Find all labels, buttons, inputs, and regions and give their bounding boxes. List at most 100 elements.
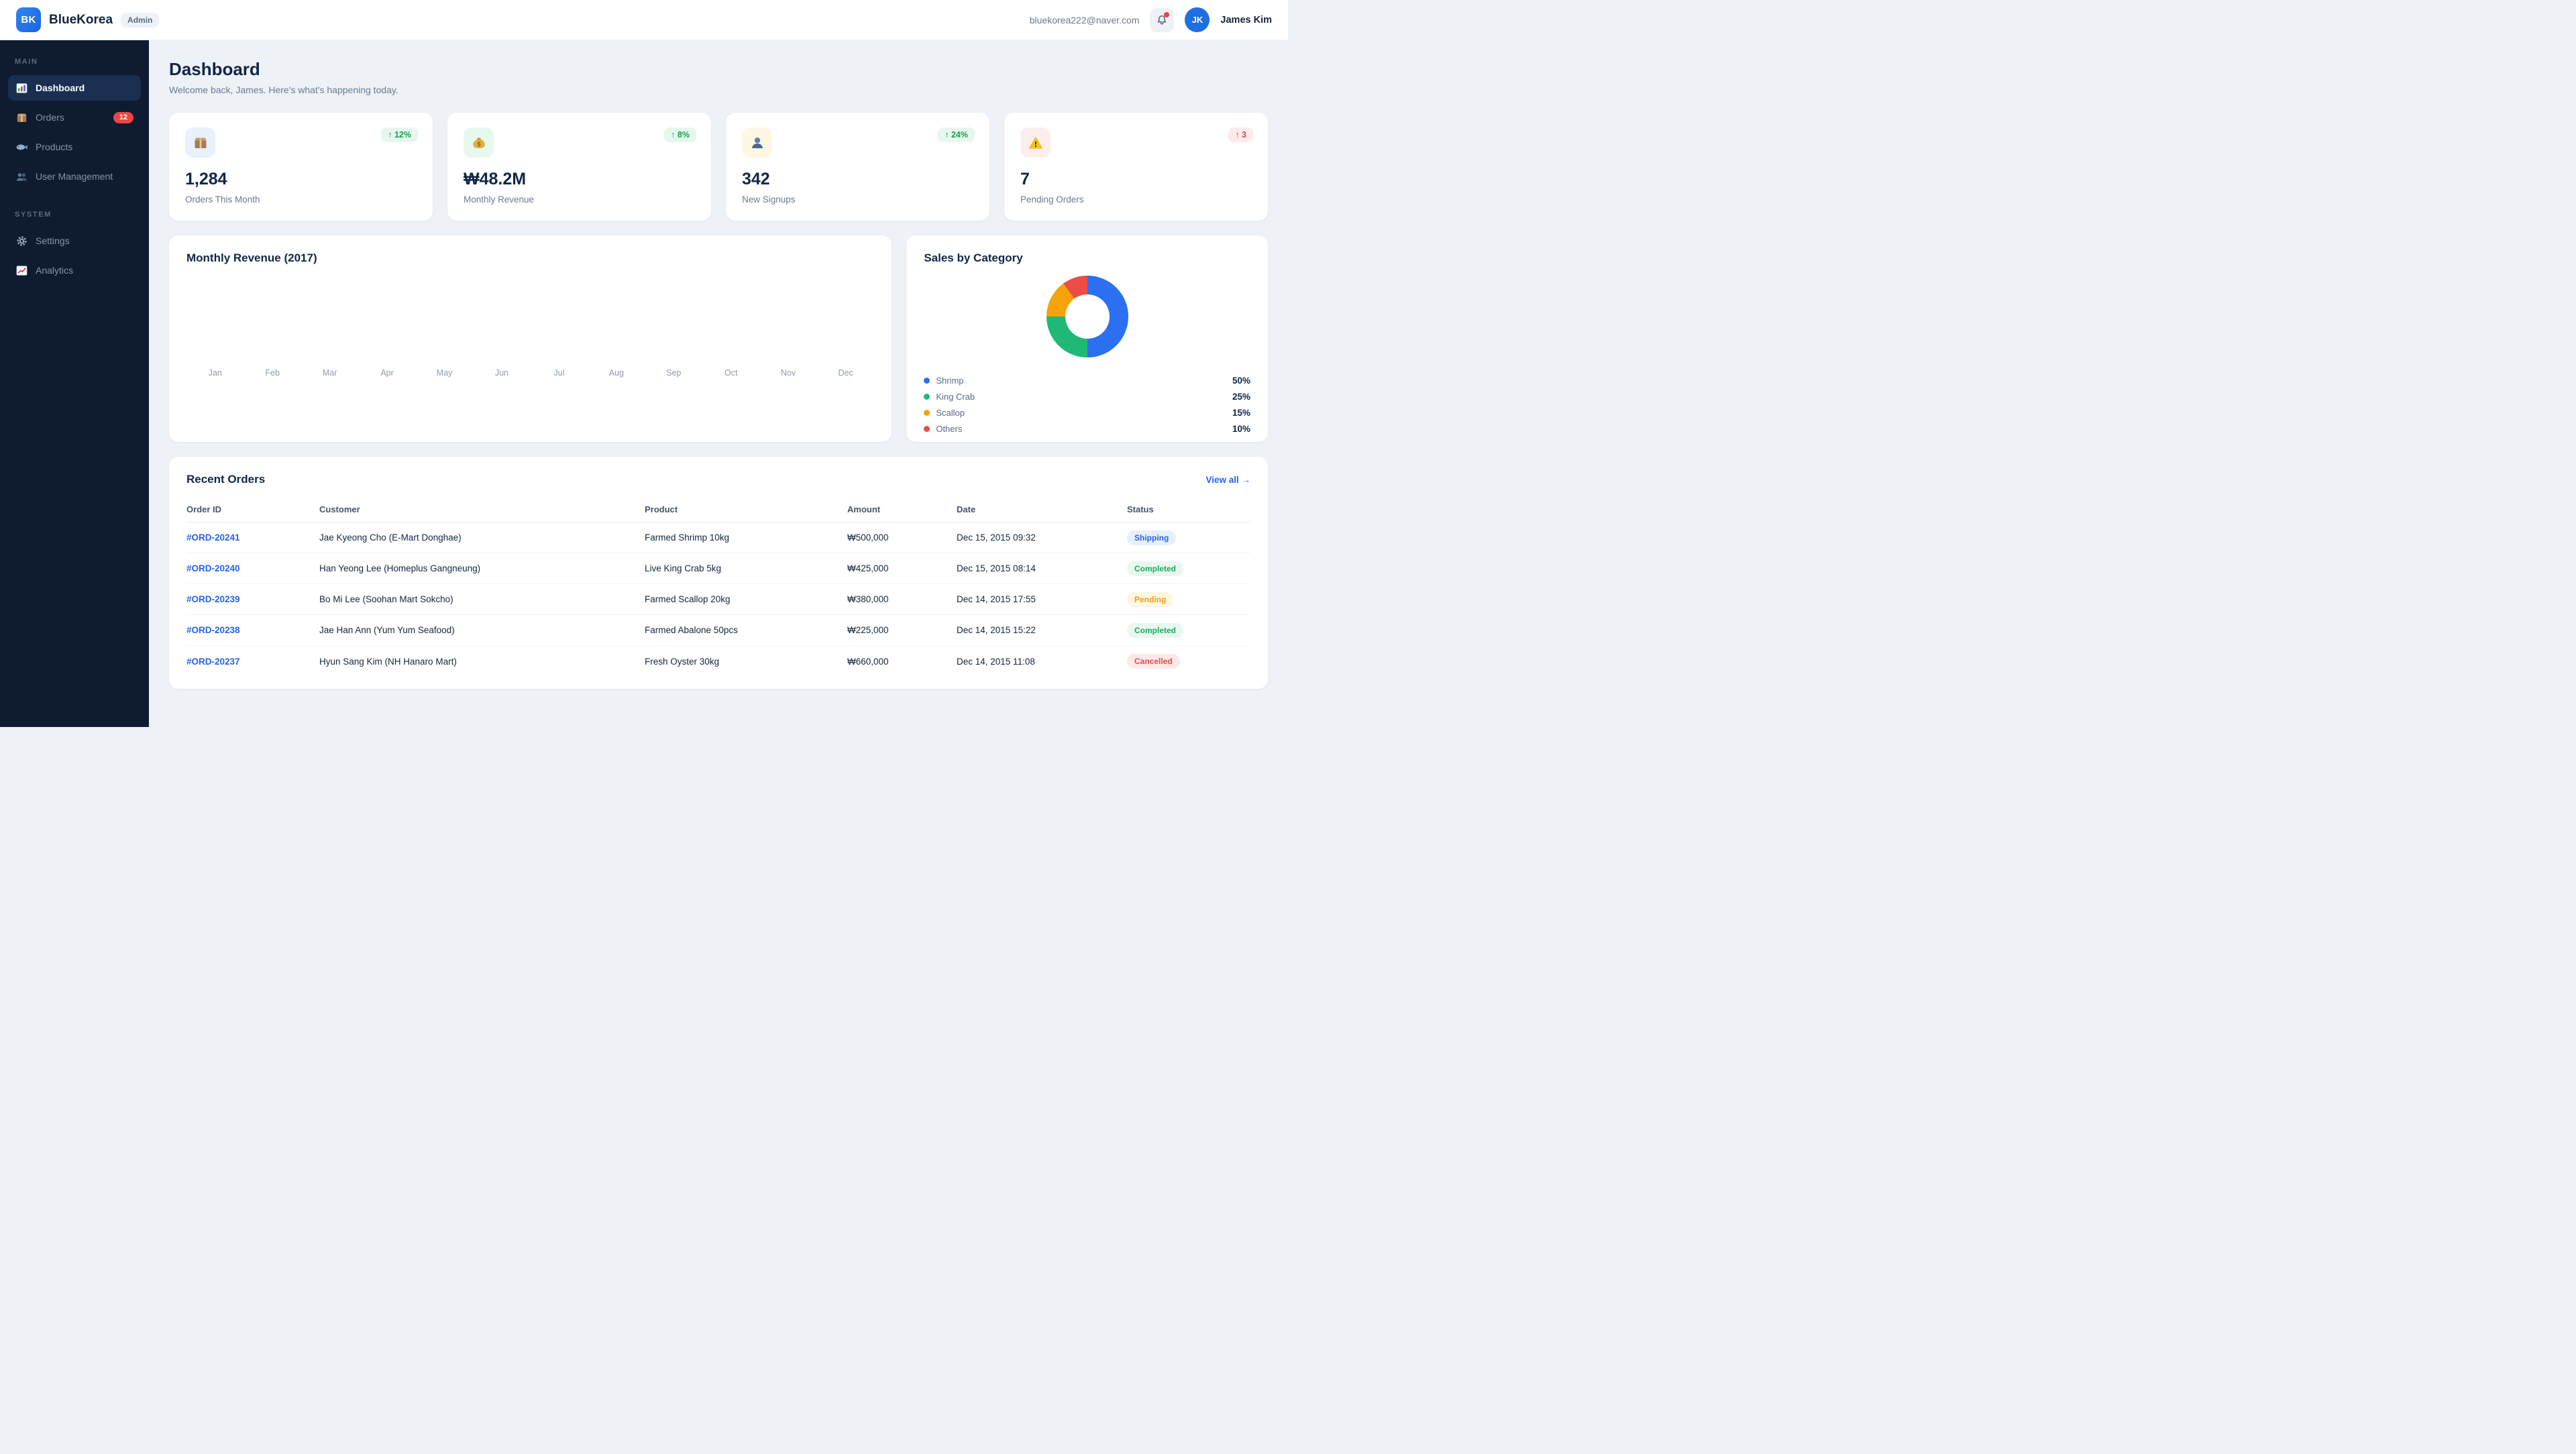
stat-label: Orders This Month bbox=[185, 194, 260, 205]
x-tick: Jan bbox=[208, 368, 222, 378]
x-tick: Dec bbox=[838, 368, 853, 378]
sidebar-item-analytics[interactable]: Analytics bbox=[8, 258, 141, 283]
orders-box-icon bbox=[15, 111, 28, 124]
stat-card-signups: ↑ 24% 342 New Signups bbox=[726, 113, 989, 221]
amount-cell: ₩225,000 bbox=[847, 625, 889, 635]
notification-dot bbox=[1164, 11, 1170, 17]
sidebar-item-label: User Management bbox=[36, 171, 113, 182]
order-id-link[interactable]: #ORD-20237 bbox=[186, 656, 240, 667]
sidebar-item-orders[interactable]: Orders 12 bbox=[8, 105, 141, 130]
col-header-customer: Customer bbox=[319, 504, 360, 514]
order-id-link[interactable]: #ORD-20238 bbox=[186, 625, 240, 635]
date-cell: Dec 15, 2015 09:32 bbox=[957, 533, 1036, 543]
top-header: BK BlueKorea Admin bluekorea222@naver.co… bbox=[0, 0, 1288, 40]
stat-value: 1,284 bbox=[185, 170, 227, 188]
col-header-status: Status bbox=[1127, 504, 1154, 514]
customer-cell: Jae Kyeong Cho (E-Mart Donghae) bbox=[319, 533, 462, 543]
status-badge: Completed bbox=[1127, 561, 1184, 576]
col-header-order-id: Order ID bbox=[186, 504, 222, 514]
order-id-link[interactable]: #ORD-20241 bbox=[186, 533, 240, 543]
stat-delta: ↑ 12% bbox=[381, 127, 418, 142]
sidebar-item-label: Dashboard bbox=[36, 82, 85, 93]
sales-by-category-card: Sales by Category Shrimp 50% bbox=[906, 235, 1268, 442]
user-email: bluekorea222@naver.com bbox=[1029, 14, 1140, 25]
recent-orders-card: Recent Orders View all → Order ID Custom… bbox=[169, 457, 1268, 689]
avatar[interactable]: JK bbox=[1185, 7, 1210, 32]
package-icon bbox=[185, 127, 215, 158]
table-row[interactable]: #ORD-20238 Jae Han Ann (Yum Yum Seafood)… bbox=[186, 615, 1250, 646]
order-id-link[interactable]: #ORD-20240 bbox=[186, 563, 240, 573]
donut-hole bbox=[1065, 294, 1110, 339]
stat-label: Monthly Revenue bbox=[464, 194, 535, 205]
legend-dot bbox=[924, 425, 930, 432]
legend-value: 50% bbox=[1232, 375, 1250, 386]
brand-logo: BK bbox=[16, 7, 41, 32]
date-cell: Dec 14, 2015 15:22 bbox=[957, 625, 1036, 635]
legend-item-king-crab: King Crab 25% bbox=[924, 388, 1250, 404]
x-tick: Oct bbox=[724, 368, 738, 378]
col-header-amount: Amount bbox=[847, 504, 881, 514]
x-tick: Apr bbox=[380, 368, 394, 378]
orders-count-badge: 12 bbox=[113, 111, 133, 123]
notifications-button[interactable] bbox=[1150, 7, 1175, 32]
money-bag-icon: $ bbox=[464, 127, 494, 158]
date-cell: Dec 14, 2015 11:08 bbox=[957, 656, 1035, 667]
sidebar-item-user-management[interactable]: User Management bbox=[8, 164, 141, 189]
stat-card-orders: ↑ 12% 1,284 Orders This Month bbox=[169, 113, 433, 221]
users-icon bbox=[15, 170, 28, 183]
monthly-revenue-chart-card: Monthly Revenue (2017) Jan Feb Mar Apr M… bbox=[169, 235, 892, 442]
sidebar: MAIN Dashboard bbox=[0, 40, 149, 727]
analytics-icon bbox=[15, 264, 28, 277]
main-content: Dashboard Welcome back, James. Here's wh… bbox=[149, 40, 1288, 727]
brand-logo-text: BK bbox=[21, 14, 36, 25]
product-cell: Live King Crab 5kg bbox=[645, 563, 722, 573]
category-chart-title: Sales by Category bbox=[924, 251, 1023, 264]
table-row[interactable]: #ORD-20240 Han Yeong Lee (Homeplus Gangn… bbox=[186, 553, 1250, 584]
page-subtitle: Welcome back, James. Here's what's happe… bbox=[169, 85, 398, 95]
customer-cell: Han Yeong Lee (Homeplus Gangneung) bbox=[319, 563, 481, 573]
stats-row: ↑ 12% 1,284 Orders This Month $ ↑ 8% ₩48… bbox=[169, 113, 1268, 221]
date-cell: Dec 14, 2015 17:55 bbox=[957, 594, 1036, 604]
legend-dot bbox=[924, 409, 930, 416]
svg-text:$: $ bbox=[477, 141, 480, 148]
customer-cell: Hyun Sang Kim (NH Hanaro Mart) bbox=[319, 656, 457, 667]
legend-value: 10% bbox=[1232, 423, 1250, 434]
app-window: BK BlueKorea Admin bluekorea222@naver.co… bbox=[0, 0, 1288, 727]
view-all-link[interactable]: View all → bbox=[1205, 474, 1250, 485]
product-cell: Farmed Scallop 20kg bbox=[645, 594, 731, 604]
fish-icon bbox=[15, 141, 28, 154]
page-title: Dashboard bbox=[169, 59, 260, 79]
amount-cell: ₩500,000 bbox=[847, 533, 889, 543]
table-row[interactable]: #ORD-20237 Hyun Sang Kim (NH Hanaro Mart… bbox=[186, 646, 1250, 677]
avatar-initials: JK bbox=[1191, 15, 1203, 25]
legend-label: Shrimp bbox=[936, 375, 964, 386]
status-badge: Shipping bbox=[1127, 530, 1177, 545]
table-row[interactable]: #ORD-20241 Jae Kyeong Cho (E-Mart Dongha… bbox=[186, 522, 1250, 553]
col-header-product: Product bbox=[645, 504, 678, 514]
table-row[interactable]: #ORD-20239 Bo Mi Lee (Soohan Mart Sokcho… bbox=[186, 584, 1250, 615]
legend-value: 15% bbox=[1232, 407, 1250, 418]
sidebar-item-settings[interactable]: Settings bbox=[8, 228, 141, 254]
sidebar-section-main: MAIN bbox=[15, 58, 38, 66]
sidebar-item-label: Settings bbox=[36, 235, 70, 246]
sidebar-item-label: Analytics bbox=[36, 265, 74, 276]
bell-icon bbox=[1155, 13, 1169, 27]
stat-value: 342 bbox=[742, 170, 770, 188]
sidebar-section-system: SYSTEM bbox=[15, 211, 52, 219]
x-tick: Aug bbox=[608, 368, 624, 378]
stat-value: ₩48.2M bbox=[464, 170, 527, 188]
x-tick: Feb bbox=[265, 368, 280, 378]
sidebar-item-label: Orders bbox=[36, 112, 64, 123]
stat-value: 7 bbox=[1020, 170, 1030, 188]
stat-delta: ↑ 24% bbox=[938, 127, 975, 142]
date-cell: Dec 15, 2015 08:14 bbox=[957, 563, 1036, 573]
legend-label: Others bbox=[936, 423, 963, 434]
product-cell: Farmed Abalone 50pcs bbox=[645, 625, 738, 635]
sidebar-item-products[interactable]: Products bbox=[8, 134, 141, 160]
stat-card-pending: ↑ 3 7 Pending Orders bbox=[1004, 113, 1268, 221]
order-id-link[interactable]: #ORD-20239 bbox=[186, 594, 240, 604]
stat-delta: ↑ 3 bbox=[1228, 127, 1253, 142]
x-tick: Mar bbox=[322, 368, 337, 378]
sidebar-item-dashboard[interactable]: Dashboard bbox=[8, 75, 141, 101]
legend-item-scallop: Scallop 15% bbox=[924, 404, 1250, 421]
